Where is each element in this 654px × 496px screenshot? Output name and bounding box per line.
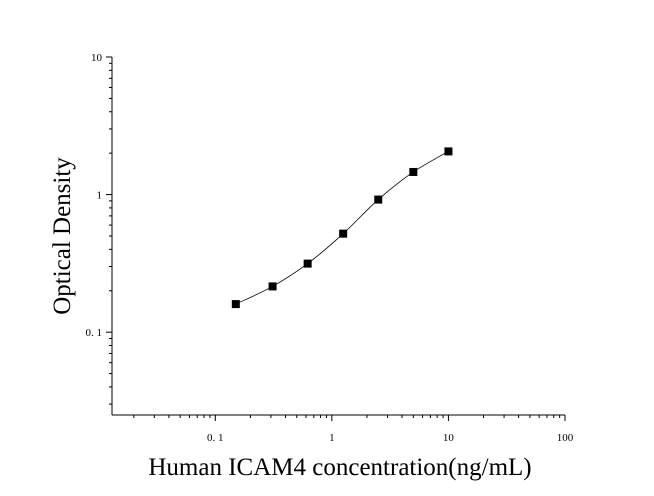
data-point: [374, 195, 383, 204]
data-point: [444, 147, 453, 156]
y-tick-label: 1: [97, 190, 103, 202]
data-point: [409, 167, 418, 176]
x-tick-label: 100: [557, 432, 574, 444]
x-tick-label: 1: [329, 432, 335, 444]
y-axis-title: Optical Density: [49, 157, 76, 315]
x-axis-title: Human ICAM4 concentration(ng/mL): [148, 454, 531, 481]
y-tick-label: 0. 1: [86, 327, 103, 339]
data-point: [303, 259, 312, 268]
x-tick-label: 0. 1: [207, 432, 224, 444]
x-axis: 0. 1 1 10 100: [112, 414, 574, 444]
data-point: [339, 229, 348, 238]
data-point: [268, 282, 277, 291]
y-tick-label: 10: [91, 52, 103, 64]
y-axis: 0. 1 1 10: [86, 52, 113, 415]
data-points: [231, 147, 453, 309]
x-tick-label: 10: [443, 432, 455, 444]
data-point: [231, 300, 240, 309]
